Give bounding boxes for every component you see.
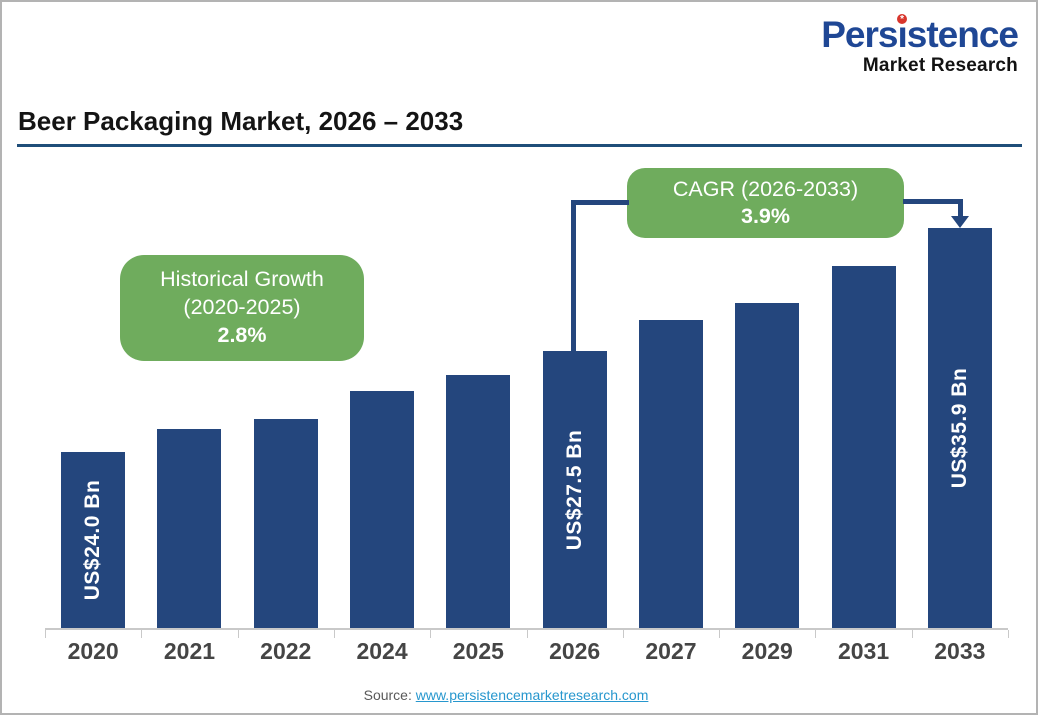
bar-cell-2022: [238, 419, 334, 628]
x-axis-label-2025: 2025: [452, 638, 504, 664]
bar-cell-2021: [141, 429, 237, 628]
connector-line-2026: [571, 200, 576, 351]
x-axis-tick: [237, 630, 239, 638]
chart-title: Beer Packaging Market, 2026 – 2033: [18, 106, 464, 136]
logo-brand-text: Persıstence: [821, 14, 1019, 55]
bar-2033: US$35.9 Bn: [927, 228, 992, 628]
x-axis-label-2022: 2022: [260, 638, 312, 664]
bar-2024: [350, 391, 415, 628]
x-axis-tick: [911, 630, 913, 638]
x-axis-tick: [141, 630, 143, 638]
cagr-callout: CAGR (2026-2033) 3.9%: [627, 168, 904, 238]
bar-cell-2025: [430, 375, 526, 628]
bar-cell-2020: US$24.0 Bn: [45, 452, 141, 628]
bar-2022: [253, 419, 318, 628]
x-axis-tick: [526, 630, 528, 638]
x-axis-line: [45, 628, 1008, 630]
cagr-value: 3.9%: [740, 204, 790, 228]
bar-2021: [157, 429, 222, 628]
x-axis-tick: [815, 630, 817, 638]
x-axis-label-2020: 2020: [67, 638, 119, 664]
bar-cell-2031: [815, 266, 911, 628]
x-axis-label-2033: 2033: [934, 638, 986, 664]
x-axis-tick: [1008, 630, 1009, 638]
x-axis-label-2031: 2031: [837, 638, 890, 664]
bar-cell-2024: [334, 391, 430, 628]
pmr-logo: Persıstence Market Research: [821, 14, 1019, 76]
bar-cell-2033: US$35.9 Bn: [912, 228, 1008, 628]
arrow-down-icon: [951, 216, 969, 228]
historical-growth-line2: (2020-2025): [183, 295, 301, 320]
historical-growth-callout: Historical Growth (2020-2025) 2.8%: [120, 255, 364, 361]
bar-2031: [831, 266, 896, 628]
cagr-line1: CAGR (2026-2033): [672, 177, 859, 202]
bar-2026: US$27.5 Bn: [542, 351, 607, 628]
x-axis-tick: [622, 630, 624, 638]
logo-brand-pre: Pers: [821, 14, 898, 55]
bar-value-label-2033: US$35.9 Bn: [947, 367, 971, 489]
x-axis-label-2024: 2024: [356, 638, 408, 664]
x-axis-label-2027: 2027: [645, 638, 697, 664]
historical-growth-value: 2.8%: [217, 322, 267, 347]
bar-cell-2027: [623, 320, 719, 628]
x-axis-labels: 2020 2021 2022 2024 2025 2026 2027 2029 2031 2033: [45, 638, 1008, 670]
bar-2020: US$24.0 Bn: [61, 452, 126, 628]
connector-line-to-cagr-box: [571, 200, 629, 205]
bar-cell-2026: US$27.5 Bn: [527, 351, 623, 628]
x-axis-tick: [333, 630, 335, 638]
source-link[interactable]: www.persistencemarketresearch.com: [415, 687, 649, 703]
connector-line-2033: [958, 199, 963, 218]
bar-cell-2029: [719, 303, 815, 628]
logo-brand-post: stence: [906, 14, 1019, 55]
x-axis-tick: [430, 630, 432, 638]
x-axis-label-2029: 2029: [741, 638, 793, 664]
title-underline: [17, 144, 1022, 147]
x-axis-label-2026: 2026: [549, 638, 601, 664]
historical-growth-line1: Historical Growth: [160, 267, 324, 292]
bar-value-label-2026: US$27.5 Bn: [562, 429, 586, 550]
bar-2025: [446, 375, 511, 628]
source-prefix: Source:: [363, 687, 416, 703]
bar-2027: [638, 320, 703, 628]
source-line: Source: www.persistencemarketresearch.co…: [0, 687, 1026, 703]
logo-red-dot-icon: ı: [897, 14, 907, 55]
logo-subtitle: Market Research: [862, 55, 1018, 76]
plot-area: US$24.0 Bn US$27.5 Bn US$35.9 Bn: [45, 150, 1008, 628]
x-axis-label-2021: 2021: [163, 638, 216, 664]
connector-line-from-cagr-box: [903, 199, 961, 204]
bar-2029: [735, 303, 800, 628]
bar-value-label-2020: US$24.0 Bn: [81, 479, 105, 601]
x-axis-tick: [45, 630, 46, 638]
x-axis-tick: [719, 630, 721, 638]
